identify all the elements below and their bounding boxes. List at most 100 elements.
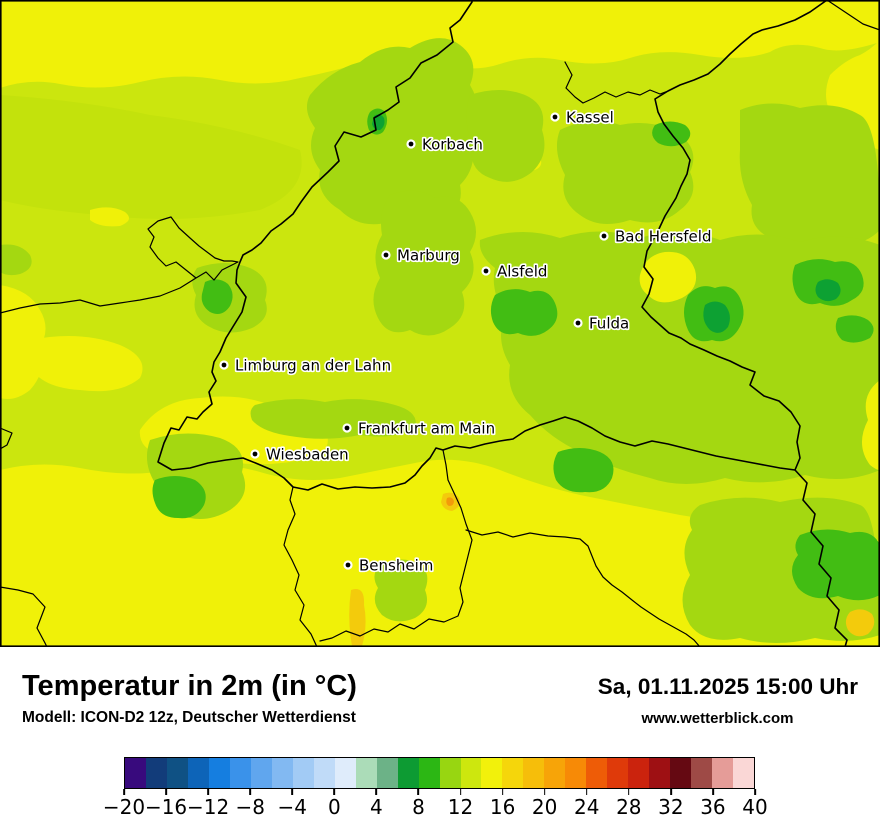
color-scale-tick-label: 24	[573, 795, 600, 819]
color-scale-tick	[501, 789, 504, 795]
color-scale-segment	[292, 758, 314, 788]
city-label: Limburg an der Lahn	[235, 357, 391, 375]
color-scale-tick	[291, 789, 294, 795]
city-dot	[252, 451, 258, 457]
city-marker-fulda: Fulda	[573, 313, 631, 334]
color-scale-tick	[670, 789, 672, 795]
color-scale-tick	[165, 789, 167, 795]
city-dot	[552, 114, 558, 120]
color-scale-tick	[123, 789, 125, 795]
city-marker-kassel: Kassel	[550, 107, 615, 128]
color-scale-segment	[397, 758, 419, 788]
color-scale-segments	[124, 757, 755, 789]
city-marker-limburg-an-der-lahn: Limburg an der Lahn	[219, 355, 393, 376]
city-marker-marburg: Marburg	[381, 245, 461, 266]
color-scale-segment	[208, 758, 230, 788]
color-scale-tick-label: 16	[489, 795, 516, 819]
color-scale-segment	[607, 758, 629, 788]
border-northwest-loop	[0, 216, 239, 314]
color-scale-tick	[333, 789, 336, 795]
color-scale-segment	[670, 758, 692, 788]
color-scale-segment	[649, 758, 671, 788]
city-label: Bensheim	[359, 557, 433, 575]
color-scale-segment	[376, 758, 398, 788]
color-scale-tick	[627, 789, 630, 795]
color-scale-tick-label: 8	[412, 795, 425, 819]
city-marker-alsfeld: Alsfeld	[481, 261, 549, 282]
color-scale-segment	[691, 758, 713, 788]
temperature-map: Kassel Korbach Bad Hersfeld Marburg Alsfeld F…	[0, 0, 880, 647]
color-scale-tick-label: 32	[658, 795, 684, 819]
city-marker-korbach: Korbach	[406, 134, 485, 155]
city-marker-wiesbaden: Wiesbaden	[250, 444, 350, 465]
color-scale-segment	[418, 758, 440, 788]
city-marker-bad-hersfeld: Bad Hersfeld	[599, 226, 713, 247]
border-kassel-area	[564, 61, 669, 104]
city-dot	[345, 562, 351, 568]
website-credit: www.wetterblick.com	[641, 710, 794, 727]
color-scale-segment	[166, 758, 188, 788]
color-scale-segment	[271, 758, 293, 788]
color-scale-segment	[250, 758, 272, 788]
city-dot	[483, 268, 489, 274]
color-scale-segment	[628, 758, 650, 788]
color-scale-tick	[375, 789, 378, 795]
color-scale-tick-label: −4	[277, 795, 308, 819]
color-scale-tick	[754, 789, 756, 795]
city-label: Wiesbaden	[266, 446, 349, 464]
city-label: Fulda	[589, 315, 629, 333]
color-scale-segment	[334, 758, 356, 788]
border-top-right	[826, 0, 880, 31]
color-scale-segment	[313, 758, 335, 788]
city-label: Bad Hersfeld	[615, 228, 711, 246]
city-dot	[575, 320, 581, 326]
color-scale: −20 −16 −12 −8 −4 0 4 8 12 16 20 24 28 32 36 40	[103, 757, 768, 819]
city-label: Alsfeld	[497, 263, 547, 281]
color-scale-segment	[733, 758, 755, 788]
color-scale-segment	[355, 758, 377, 788]
city-label: Frankfurt am Main	[358, 420, 495, 438]
city-dot	[221, 362, 227, 368]
state-border-west	[157, 1, 796, 491]
city-marker-frankfurt-am-main: Frankfurt am Main	[342, 418, 497, 439]
state-border-east	[641, 0, 848, 647]
color-scale-tick	[585, 789, 588, 795]
border-left-edge	[0, 427, 13, 450]
color-scale-segment	[439, 758, 461, 788]
color-scale-tick	[249, 789, 252, 795]
color-scale-tick-label: 20	[531, 795, 558, 819]
border-odenwald-south	[465, 529, 701, 647]
city-dot	[408, 141, 414, 147]
border-bottom-left	[0, 586, 48, 647]
color-scale-tick	[543, 789, 546, 795]
model-info: Modell: ICON-D2 12z, Deutscher Wetterdie…	[22, 709, 356, 726]
color-scale-ticks: −20 −16 −12 −8 −4 0 4 8 12 16 20 24 28 32 36 40	[103, 789, 768, 823]
color-scale-segment	[544, 758, 566, 788]
color-scale-tick	[417, 789, 420, 795]
color-scale-tick-label: 12	[447, 795, 474, 819]
color-scale-tick	[459, 789, 462, 795]
color-scale-segment	[481, 758, 503, 788]
color-scale-tick-label: 4	[370, 795, 383, 819]
color-scale-segment	[502, 758, 524, 788]
color-scale-tick	[207, 789, 209, 795]
border-odenwald-west	[319, 449, 473, 642]
city-dot	[601, 233, 607, 239]
city-label: Kassel	[566, 109, 614, 127]
city-label: Marburg	[397, 247, 460, 265]
color-scale-segment	[125, 758, 146, 788]
color-scale-tick	[712, 789, 714, 795]
city-layer: Kassel Korbach Bad Hersfeld Marburg Alsfeld F…	[219, 107, 713, 576]
color-scale-tick-label: 28	[616, 795, 642, 819]
color-scale-segment	[229, 758, 251, 788]
color-scale-segment	[712, 758, 734, 788]
color-scale-segment	[460, 758, 482, 788]
border-bergstrasse-west	[283, 486, 318, 647]
map-frame	[0, 0, 880, 647]
color-scale-segment	[187, 758, 209, 788]
color-scale-tick-label: −20	[102, 795, 146, 819]
color-scale-segment	[145, 758, 167, 788]
color-scale-segment	[565, 758, 587, 788]
color-scale-tick-label: −12	[187, 795, 230, 819]
